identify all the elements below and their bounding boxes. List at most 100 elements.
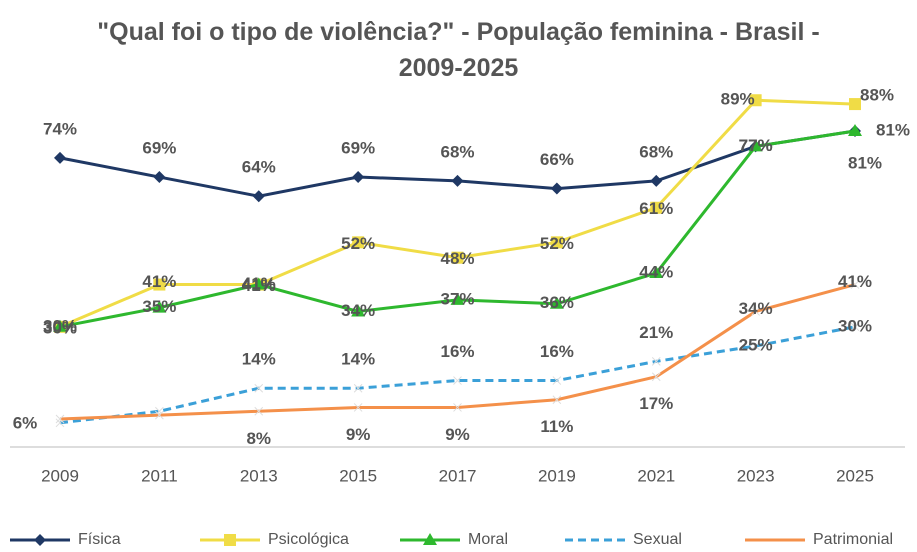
x-tick-label: 2021 xyxy=(637,466,675,485)
x-tick-label: 2023 xyxy=(737,466,775,485)
x-tick-label: 2025 xyxy=(836,466,874,485)
marker xyxy=(351,304,366,317)
marker xyxy=(353,403,363,412)
data-label: 30% xyxy=(43,316,77,335)
data-label: 89% xyxy=(721,90,755,109)
data-label: 61% xyxy=(639,199,673,218)
legend-label: Física xyxy=(78,531,121,548)
marker xyxy=(34,534,46,546)
marker xyxy=(152,300,167,313)
marker xyxy=(352,171,365,184)
marker xyxy=(155,410,164,420)
data-label: 36% xyxy=(540,293,574,312)
marker xyxy=(850,280,860,289)
marker xyxy=(651,372,661,382)
x-tick-label: 2017 xyxy=(439,466,477,485)
marker xyxy=(848,123,862,136)
data-label: 41% xyxy=(838,272,872,291)
data-label: 64% xyxy=(242,158,276,177)
marker xyxy=(153,278,166,291)
data-label: 66% xyxy=(540,150,574,169)
marker xyxy=(153,171,166,184)
data-label: 74% xyxy=(43,119,77,138)
data-label: 14% xyxy=(341,350,375,369)
marker xyxy=(451,174,464,187)
data-label: 41% xyxy=(242,274,276,293)
marker xyxy=(650,201,663,214)
data-label: 69% xyxy=(341,139,375,158)
data-label: 35% xyxy=(142,297,176,316)
marker xyxy=(53,319,67,332)
data-label: 41% xyxy=(242,276,276,295)
data-label: 68% xyxy=(639,142,673,161)
data-label: 52% xyxy=(540,234,574,253)
data-label: 37% xyxy=(440,289,474,308)
marker xyxy=(453,403,462,412)
data-label: 16% xyxy=(540,342,574,361)
data-label: 30% xyxy=(838,316,872,335)
legend-label: Sexual xyxy=(633,531,682,548)
chart-title: "Qual foi o tipo de violência?" - Popula… xyxy=(97,18,820,82)
data-label: 14% xyxy=(242,350,276,369)
marker xyxy=(850,322,860,332)
marker xyxy=(651,357,661,366)
data-label: 6% xyxy=(13,413,38,432)
data-label: 9% xyxy=(346,425,371,444)
x-tick-label: 2009 xyxy=(41,466,79,485)
marker xyxy=(751,307,760,316)
marker xyxy=(353,383,363,393)
data-label: 16% xyxy=(440,342,474,361)
data-label: 88% xyxy=(860,86,894,105)
data-label: 11% xyxy=(540,417,573,436)
legend-label: Moral xyxy=(468,531,508,548)
marker xyxy=(254,406,264,416)
series-line xyxy=(59,325,856,425)
data-label: 34% xyxy=(739,299,773,318)
marker xyxy=(552,376,562,385)
x-tick-label: 2015 xyxy=(339,466,377,485)
marker xyxy=(751,341,760,351)
marker xyxy=(550,182,563,195)
marker xyxy=(549,296,564,309)
data-label: 77% xyxy=(739,136,773,155)
marker xyxy=(552,395,562,405)
data-label: 30% xyxy=(43,318,77,337)
marker xyxy=(224,534,236,546)
data-label: 9% xyxy=(445,425,470,444)
marker xyxy=(453,376,462,385)
data-label: 81% xyxy=(876,120,910,139)
legend-label: Patrimonial xyxy=(813,531,893,548)
marker xyxy=(252,190,265,203)
data-label: 68% xyxy=(440,142,474,161)
x-tick-label: 2013 xyxy=(240,466,278,485)
x-tick-label: 2011 xyxy=(141,466,178,485)
data-label: 41% xyxy=(142,272,176,291)
marker xyxy=(748,139,763,152)
legend-label: Psicológica xyxy=(268,531,349,548)
data-label: 77% xyxy=(739,136,773,155)
data-label: 8% xyxy=(246,429,271,448)
data-label: 17% xyxy=(639,394,673,413)
data-label: 69% xyxy=(142,139,176,158)
data-label: 34% xyxy=(341,301,375,320)
marker xyxy=(849,98,861,111)
marker xyxy=(451,251,464,264)
marker xyxy=(54,151,66,164)
x-tick-label: 2019 xyxy=(538,466,576,485)
marker xyxy=(423,533,437,545)
data-label: 21% xyxy=(639,323,673,342)
marker xyxy=(450,292,465,305)
marker xyxy=(251,277,266,290)
marker xyxy=(55,414,65,424)
marker xyxy=(254,383,264,393)
marker xyxy=(749,94,762,107)
data-label: 44% xyxy=(639,263,673,282)
data-label: 81% xyxy=(848,153,882,172)
marker xyxy=(650,174,663,187)
marker xyxy=(649,266,664,279)
data-label: 52% xyxy=(341,234,375,253)
data-label: 48% xyxy=(440,249,474,268)
data-label: 25% xyxy=(739,335,773,354)
